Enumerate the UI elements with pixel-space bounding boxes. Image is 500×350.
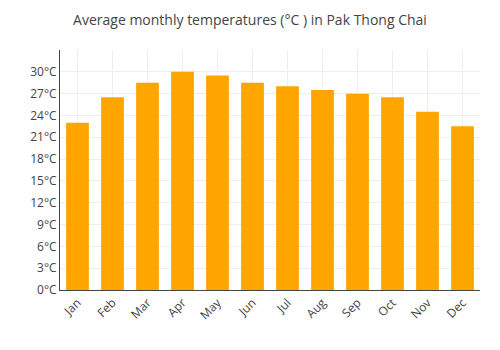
svg-text:15°C: 15°C bbox=[30, 172, 57, 189]
svg-text:Jun: Jun bbox=[234, 294, 259, 319]
svg-text:18°C: 18°C bbox=[30, 150, 57, 167]
svg-text:3°C: 3°C bbox=[37, 259, 57, 276]
svg-text:12°C: 12°C bbox=[30, 194, 57, 211]
svg-text:27°C: 27°C bbox=[30, 85, 57, 102]
svg-text:May: May bbox=[196, 294, 225, 323]
svg-text:Feb: Feb bbox=[93, 294, 119, 320]
svg-text:Jul: Jul bbox=[272, 294, 294, 316]
svg-text:Aug: Aug bbox=[302, 294, 330, 322]
svg-text:Dec: Dec bbox=[443, 294, 470, 321]
svg-text:21°C: 21°C bbox=[30, 128, 57, 145]
svg-text:24°C: 24°C bbox=[30, 107, 57, 124]
svg-text:Oct: Oct bbox=[374, 294, 400, 320]
svg-text:Mar: Mar bbox=[127, 294, 155, 322]
svg-text:6°C: 6°C bbox=[37, 238, 57, 255]
svg-text:Nov: Nov bbox=[407, 294, 435, 322]
svg-text:9°C: 9°C bbox=[37, 216, 57, 233]
svg-text:Jan: Jan bbox=[60, 294, 85, 319]
svg-text:30°C: 30°C bbox=[30, 63, 57, 80]
svg-text:Average monthly temperatures (: Average monthly temperatures (°C ) in Pa… bbox=[73, 10, 427, 29]
svg-text:Sep: Sep bbox=[338, 294, 365, 321]
svg-text:Apr: Apr bbox=[164, 294, 190, 320]
svg-text:0°C: 0°C bbox=[37, 281, 57, 298]
